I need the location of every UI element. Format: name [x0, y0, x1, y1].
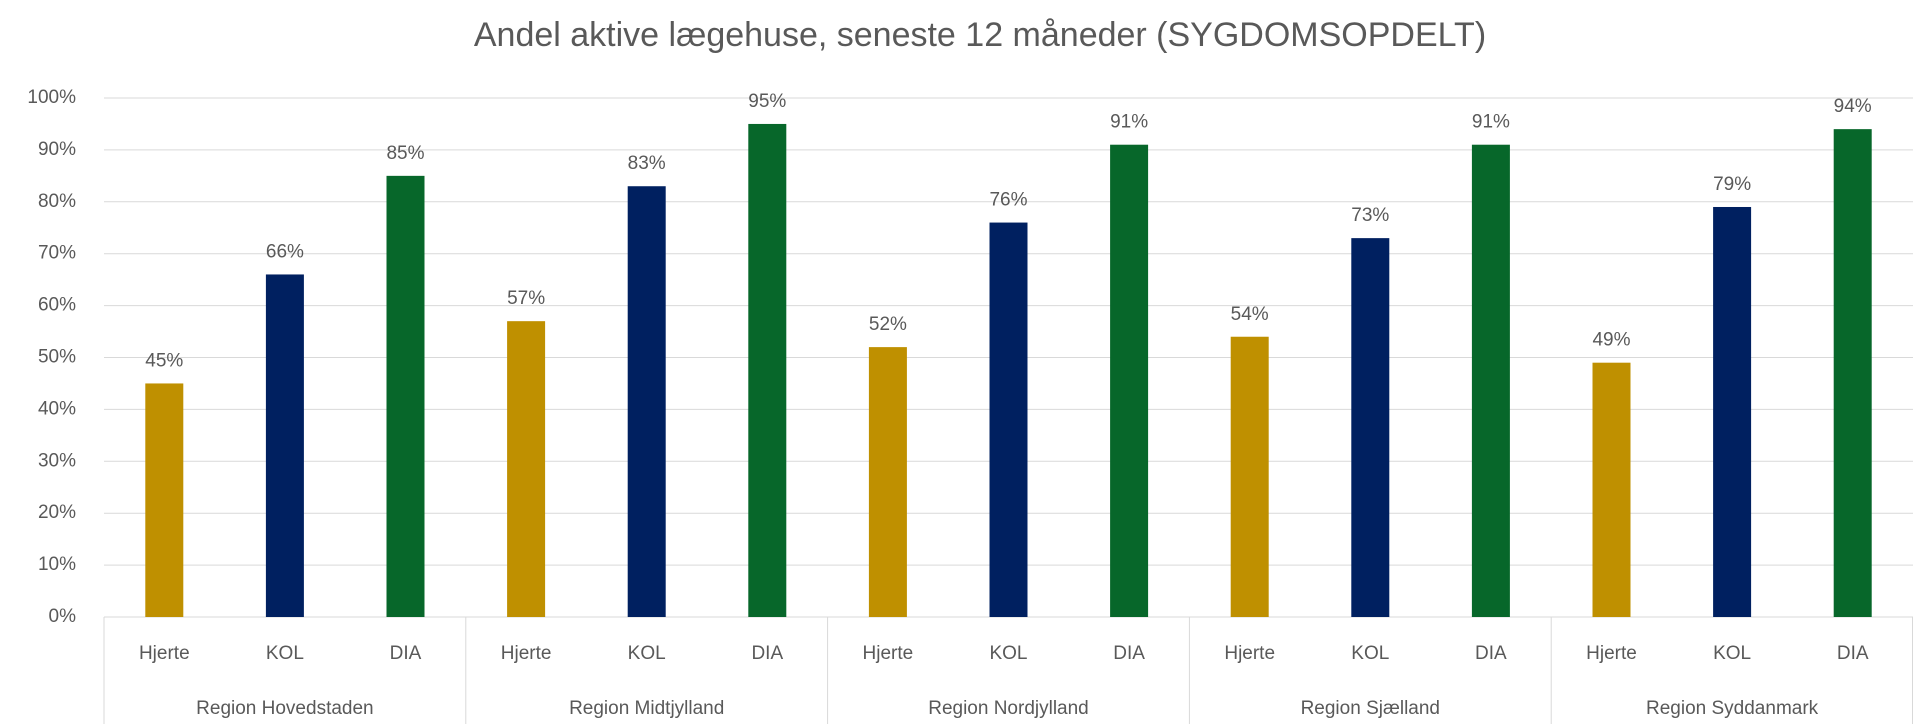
y-tick-label: 40%: [38, 398, 76, 419]
value-label: 66%: [266, 241, 304, 262]
value-label: 91%: [1472, 112, 1510, 133]
value-label: 73%: [1351, 205, 1389, 226]
value-label: 83%: [628, 153, 666, 174]
x-tick-label: KOL: [628, 643, 666, 664]
bar: [748, 123, 787, 617]
x-tick-label: KOL: [1351, 643, 1389, 664]
bar: [1713, 206, 1752, 618]
x-tick-label: Hjerte: [501, 643, 552, 664]
bar: [1351, 238, 1390, 617]
y-tick-label: 100%: [27, 87, 76, 108]
bar: [1592, 362, 1631, 617]
bar: [868, 347, 907, 617]
chart-title: Andel aktive lægehuse, seneste 12 månede…: [474, 16, 1486, 54]
value-label: 94%: [1834, 96, 1872, 117]
y-tick-label: 70%: [38, 243, 76, 264]
bar: [1110, 144, 1149, 617]
x-group-label: Region Nordjylland: [928, 698, 1089, 719]
value-label: 76%: [989, 190, 1027, 211]
value-label: 54%: [1231, 304, 1269, 325]
y-tick-label: 50%: [38, 347, 76, 368]
y-tick-label: 80%: [38, 191, 76, 212]
x-tick-label: Hjerte: [1224, 643, 1275, 664]
bar: [507, 321, 546, 617]
x-tick-label: DIA: [390, 643, 422, 664]
value-label: 79%: [1713, 174, 1751, 195]
x-group-label: Region Hovedstaden: [196, 698, 373, 719]
x-group-label: Region Sjælland: [1301, 698, 1440, 719]
bar: [1230, 336, 1269, 617]
bar: [1833, 129, 1872, 617]
value-label: 52%: [869, 314, 907, 335]
x-tick-label: DIA: [1113, 643, 1145, 664]
value-label: 45%: [145, 350, 183, 371]
x-tick-label: Hjerte: [1586, 643, 1637, 664]
bar: [265, 274, 304, 617]
x-tick-label: KOL: [1713, 643, 1751, 664]
x-group-label: Region Midtjylland: [569, 698, 724, 719]
x-tick-label: DIA: [751, 643, 783, 664]
y-tick-label: 60%: [38, 295, 76, 316]
x-group-label: Region Syddanmark: [1646, 698, 1819, 719]
y-tick-label: 30%: [38, 450, 76, 471]
bar: [989, 222, 1028, 617]
x-tick-label: DIA: [1837, 643, 1869, 664]
y-tick-label: 20%: [38, 502, 76, 523]
x-tick-label: KOL: [266, 643, 304, 664]
bar: [386, 175, 425, 617]
y-tick-label: 10%: [38, 554, 76, 575]
y-tick-label: 0%: [49, 606, 77, 627]
value-label: 95%: [748, 91, 786, 112]
value-label: 85%: [386, 143, 424, 164]
bar: [1471, 144, 1510, 617]
x-tick-label: Hjerte: [863, 643, 914, 664]
value-label: 57%: [507, 288, 545, 309]
x-tick-label: Hjerte: [139, 643, 190, 664]
x-tick-label: DIA: [1475, 643, 1507, 664]
bar: [145, 383, 184, 617]
value-label: 91%: [1110, 112, 1148, 133]
x-tick-label: KOL: [989, 643, 1027, 664]
bar: [627, 186, 666, 618]
value-label: 49%: [1592, 330, 1630, 351]
y-tick-label: 90%: [38, 139, 76, 160]
